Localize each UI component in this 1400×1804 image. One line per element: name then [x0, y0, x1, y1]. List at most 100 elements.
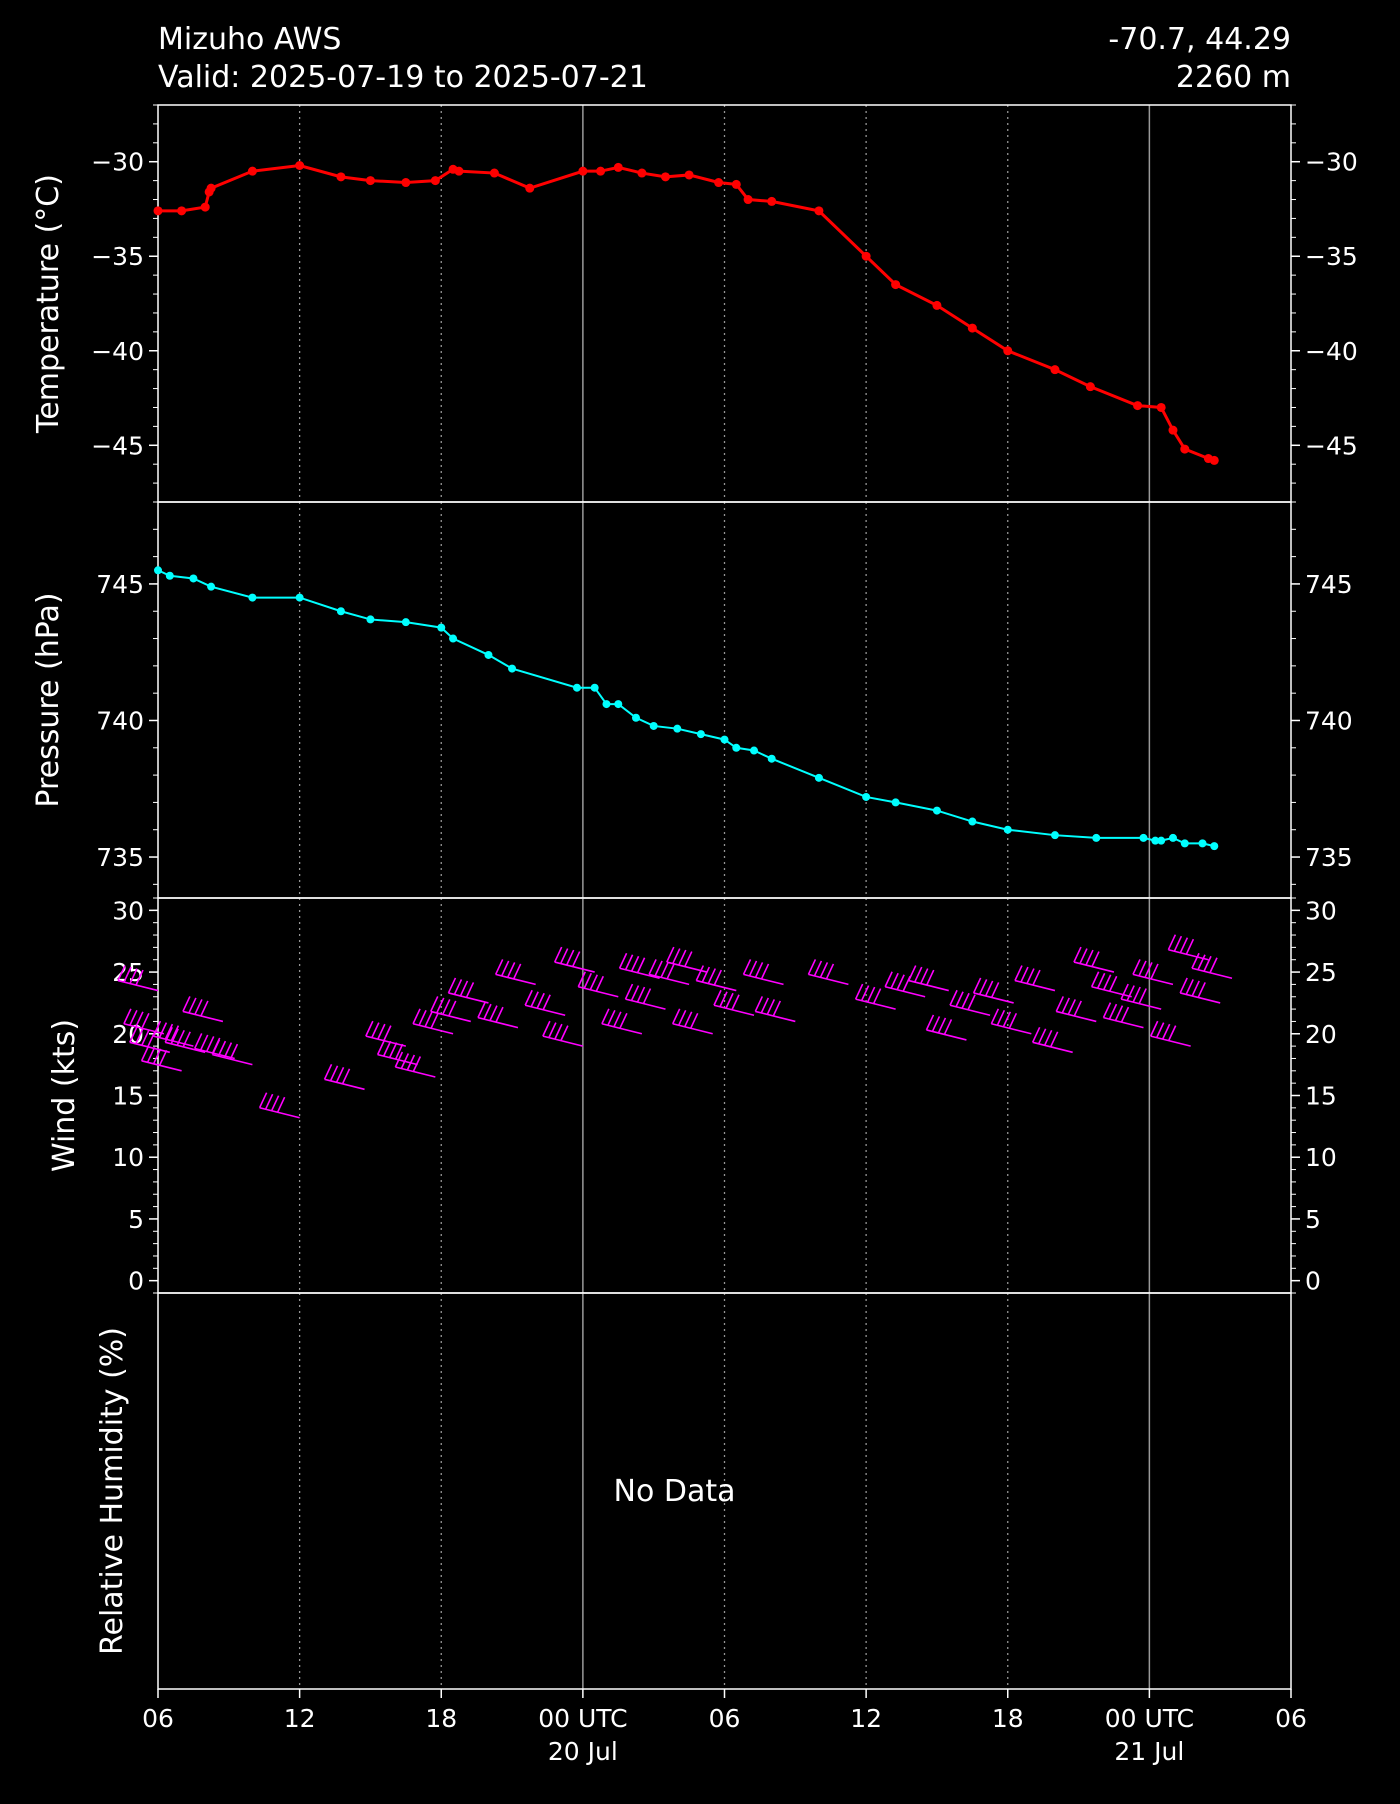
y-tick-label-left: −40: [91, 337, 144, 366]
y-tick-label-right: −30: [1305, 148, 1358, 177]
wind-barb-feather: [376, 1039, 386, 1055]
wind-barb: [1055, 996, 1097, 1023]
wind-barb-feather: [1102, 974, 1112, 991]
temperature-data-point: [743, 195, 753, 205]
wind-barb: [666, 946, 707, 973]
wind-barb: [754, 996, 796, 1023]
wind-barb-feather: [813, 960, 823, 977]
wind-barb-feather: [1032, 969, 1041, 986]
wind-barb-feather: [442, 999, 451, 1015]
wind-barb-feather: [229, 1043, 239, 1060]
station-title: Mizuho AWS: [158, 22, 341, 57]
wind-barb-feather: [565, 949, 575, 966]
wind-barb-feather: [211, 1039, 221, 1055]
x-tick-sublabel: 21 Jul: [1114, 1737, 1184, 1766]
pressure-data-point: [814, 773, 823, 782]
x-tick-label: 12: [850, 1704, 882, 1733]
temperature-data-point: [525, 183, 535, 193]
wind-barb-feather: [170, 1028, 179, 1045]
wind-barb: [193, 1033, 235, 1060]
wind-barb-feather: [677, 1009, 687, 1026]
pressure-data-point: [1050, 831, 1059, 840]
wind-barb: [323, 1063, 365, 1091]
wind-barb-feather: [1108, 1003, 1118, 1020]
wind-barb: [854, 983, 896, 1010]
wind-barb-feather: [377, 1023, 386, 1040]
no-data-annotation: No Data: [614, 1474, 736, 1509]
wind-barb-feather: [1073, 946, 1082, 963]
wind-barb-feather: [477, 1002, 486, 1018]
wind-barb-feather: [554, 1023, 563, 1040]
wind-barb-feather: [583, 972, 593, 989]
pressure-data-point: [932, 806, 941, 815]
wind-barb: [1167, 934, 1209, 961]
temperature-data-point: [932, 300, 942, 310]
temperature-data-point: [153, 206, 163, 216]
wind-barb-feather: [394, 1051, 404, 1068]
wind-barb: [412, 1008, 454, 1035]
y-tick-label-left: 745: [96, 570, 144, 599]
wind-barb-feather: [1185, 979, 1194, 995]
wind-barb-feather: [182, 1031, 191, 1048]
x-tick-label: 06: [709, 1704, 741, 1733]
wind-barb-feather: [1179, 977, 1188, 994]
pressure-data-point: [1180, 839, 1189, 848]
wind-barb-feather: [1155, 1022, 1165, 1038]
temperature-data-point: [365, 176, 375, 186]
y-axis-label: Wind (kts): [47, 1019, 82, 1172]
wind-barb-feather: [1055, 996, 1064, 1012]
temperature-data-point: [684, 170, 694, 180]
wind-barb-feather: [1037, 1028, 1047, 1045]
wind-barb-feather: [1150, 963, 1159, 980]
wind-barb-feather: [654, 960, 663, 977]
wind-barb-feather: [854, 983, 864, 1000]
wind-barb-feather: [200, 1000, 209, 1017]
y-tick-label-left: 10: [112, 1143, 144, 1172]
wind-barb-feather: [571, 951, 581, 967]
wind-barb: [117, 965, 159, 992]
wind-barb: [648, 959, 690, 986]
pressure-data-point: [1157, 836, 1166, 845]
wind-barb-feather: [412, 1008, 421, 1025]
temperature-data-point: [336, 172, 346, 182]
wind-barb-feather: [512, 963, 522, 980]
wind-barb-feather: [642, 988, 652, 1004]
y-tick-label-left: 5: [128, 1205, 144, 1234]
wind-barb-feather: [559, 948, 569, 964]
temperature-data-point: [1050, 365, 1060, 375]
y-axis-label: Pressure (hPa): [31, 592, 66, 807]
pressure-data-point: [750, 746, 759, 755]
wind-barb-feather: [146, 1046, 156, 1063]
pressure-series-line: [157, 569, 1215, 848]
wind-barb-feather: [920, 968, 929, 984]
wind-barb-feather: [383, 1025, 392, 1041]
temperature-data-point: [1168, 425, 1178, 435]
wind-barb-feather: [1031, 1026, 1041, 1043]
wind-barb-feather: [601, 1008, 610, 1025]
wind-barb-feather: [577, 971, 587, 988]
wind-barb-feather: [636, 986, 646, 1003]
wind-barb-feather: [459, 980, 469, 997]
wind-barb-feather: [955, 991, 964, 1008]
wind-barb-feather: [766, 999, 776, 1015]
temperature-data-point: [295, 160, 305, 170]
wind-barb: [365, 1020, 407, 1047]
wind-barb-feather: [707, 968, 717, 984]
panel-temperature: Temperature (°C) −30 −30 −35 −35 −40 −40 −45 −45: [31, 104, 1358, 503]
wind-barb-feather: [760, 963, 770, 980]
y-tick-label-left: −45: [91, 431, 144, 460]
pressure-data-point: [189, 574, 198, 583]
pressure-data-point: [590, 683, 599, 692]
temperature-data-point: [967, 323, 977, 333]
wind-barb-feather: [1197, 954, 1206, 971]
wind-barb-feather: [1085, 949, 1094, 966]
wind-barb-feather: [1049, 1031, 1059, 1048]
wind-barb: [164, 1026, 206, 1054]
wind-barb: [123, 1008, 165, 1035]
temperature-data-point: [637, 168, 647, 178]
wind-barb-feather: [193, 1033, 203, 1049]
wind-barb-feather: [1179, 937, 1189, 954]
wind-barb-feather: [1138, 988, 1147, 1004]
